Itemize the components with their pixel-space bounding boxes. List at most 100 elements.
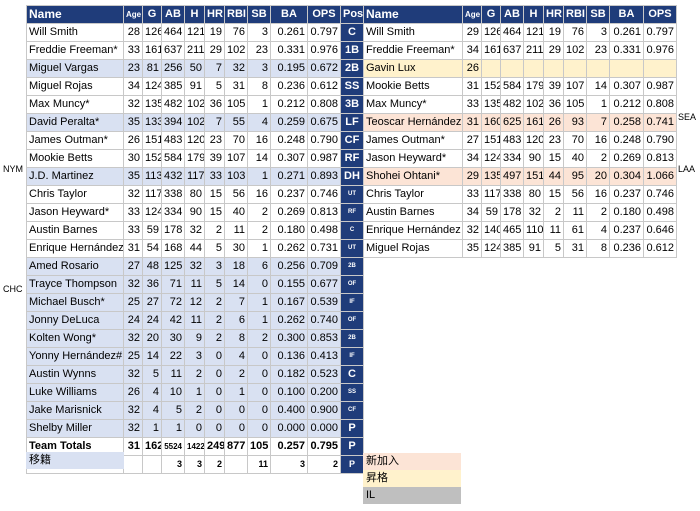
cell-ops: 0.900 (307, 401, 341, 420)
cell-g: 161 (142, 41, 162, 60)
cell-hr: 5 (204, 275, 225, 294)
table-row: Yonny Hernández# 25 14 22 3 0 4 0 0.136 0.413 IF (26, 347, 364, 366)
cell-hr: 23 (204, 131, 225, 150)
cell-hr: 0 (204, 383, 225, 402)
cell-pos: LF (340, 113, 364, 132)
cell-pos: C (340, 221, 364, 240)
cell-h: 12 (184, 293, 205, 312)
left-header-row: Name Age G AB H HR RBI SB BA OPS Pos (26, 5, 364, 24)
cell-g: 162 (142, 437, 162, 456)
cell-sb: 3 (586, 23, 610, 42)
col-ops: OPS (643, 5, 677, 24)
cell-age: 26 (123, 131, 143, 150)
table-row: J.D. Martinez 35 113 432 117 33 103 1 0.271 0.893… (26, 167, 364, 186)
cell-ab: 125 (161, 257, 185, 276)
cell-rbi: 0 (224, 401, 248, 420)
cell-pos: DH (340, 167, 364, 186)
cell-age: 31 (123, 437, 143, 456)
cell-ba: 0.236 (609, 239, 644, 258)
cell-name: Mookie Betts (363, 77, 463, 96)
cell-hr: 36 (543, 95, 564, 114)
cell-ab: 30 (161, 329, 185, 348)
team-totals-row: Team Totals31162552414222498771050.2570.… (26, 437, 364, 456)
cell-ab: 483 (161, 131, 185, 150)
cell-age: 32 (462, 221, 482, 240)
cell-age: 35 (123, 167, 143, 186)
cell-h: 102 (523, 95, 544, 114)
cell-ops: 0.200 (307, 383, 341, 402)
cell-ba: 0.262 (270, 239, 308, 258)
cell-ops: 0.672 (307, 59, 341, 78)
cell-age: 30 (123, 149, 143, 168)
col-ba: BA (270, 5, 308, 24)
cell-name: Miguel Rojas (26, 77, 124, 96)
cell-ab: 334 (500, 149, 524, 168)
cell-rbi: 102 (224, 41, 248, 60)
cell-sb: 105 (247, 437, 271, 456)
cell-rbi: 61 (563, 221, 587, 240)
cell-name: Max Muncy* (363, 95, 463, 114)
cell-pos: P (340, 437, 364, 456)
cell-h: 90 (184, 203, 205, 222)
col-rbi: RBI (224, 5, 248, 24)
team-2023-stats-table: Name Age G AB H HR RBI SB BA OPS Pos Wil… (26, 5, 364, 474)
cell-ops: 0.893 (307, 167, 341, 186)
cell-name: Will Smith (26, 23, 124, 42)
cell-name: James Outman* (26, 131, 124, 150)
col-ab: AB (500, 5, 524, 24)
cell-h (523, 59, 544, 78)
cell-h: 9 (184, 329, 205, 348)
cell-g: 5 (142, 365, 162, 384)
cell-name: Chris Taylor (363, 185, 463, 204)
cell-hr: 15 (543, 149, 564, 168)
cell-h: 2 (184, 365, 205, 384)
table-row: Chris Taylor 33 117 338 80 15 56 16 0.237 0.746 (363, 185, 677, 204)
legend-transfer: 移籍 (26, 452, 124, 469)
cell-h: 32 (523, 203, 544, 222)
cell-sb: 2 (247, 203, 271, 222)
cell-sb: 1 (247, 239, 271, 258)
cell-rbi: 70 (224, 131, 248, 150)
cell-sb: 0 (247, 401, 271, 420)
cell-g: 126 (481, 23, 501, 42)
cell-ops: 0.523 (307, 365, 341, 384)
cell-name: Freddie Freeman* (26, 41, 124, 60)
cell-h: 179 (523, 77, 544, 96)
cell-age: 35 (123, 113, 143, 132)
cell-name: David Peralta* (26, 113, 124, 132)
table-row: Teoscar Hernández31160625161269370.2580.… (363, 113, 677, 132)
cell-hr: 11 (543, 221, 564, 240)
cell-ops: 0.808 (307, 95, 341, 114)
cell-rbi: 877 (224, 437, 248, 456)
cell-rbi: 8 (224, 329, 248, 348)
cell-ops: 0.797 (307, 23, 341, 42)
col-ops: OPS (307, 5, 341, 24)
cell-g: 4 (142, 401, 162, 420)
table-row: Austin Barnes 34 59 178 32 2 11 2 0.180 0.498 (363, 203, 677, 222)
cell-g: 160 (481, 113, 501, 132)
cell-ba: 0.237 (270, 185, 308, 204)
side-label-laa: LAA (678, 164, 696, 174)
cell-ab: 584 (500, 77, 524, 96)
table-row: Shohei Ohtani*291354971514495200.3041.06… (363, 167, 677, 186)
cell-name: Michael Busch* (26, 293, 124, 312)
cell-sb: 0 (247, 365, 271, 384)
cell-rbi: 76 (563, 23, 587, 42)
cell-pos: 2B (340, 59, 364, 78)
cell-hr: 26 (543, 113, 564, 132)
cell-ba: 0.269 (609, 149, 644, 168)
cell-sb: 4 (586, 221, 610, 240)
cell-pos: RF (340, 149, 364, 168)
cell-sb (586, 59, 610, 78)
cell-name: Shohei Ohtani* (363, 167, 463, 186)
cell-rbi: 56 (563, 185, 587, 204)
col-h: H (184, 5, 205, 24)
cell-name: Luke Williams (26, 383, 124, 402)
cell-g: 135 (481, 95, 501, 114)
cell-age (123, 455, 143, 474)
cell-sb: 2 (586, 203, 610, 222)
cell-g: 126 (142, 23, 162, 42)
cell-rbi (563, 59, 587, 78)
right-header-row: Name Age G AB H HR RBI SB BA OPS (363, 5, 677, 24)
